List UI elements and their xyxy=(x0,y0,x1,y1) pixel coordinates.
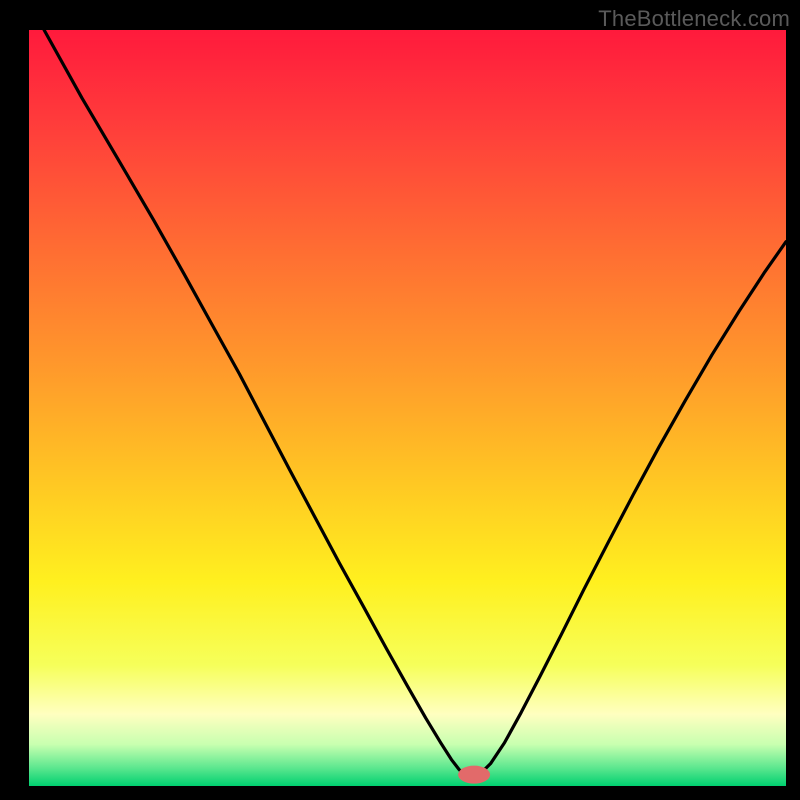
watermark-text: TheBottleneck.com xyxy=(598,6,790,32)
valley-marker xyxy=(458,766,490,784)
plot-background xyxy=(29,30,786,786)
chart-container: TheBottleneck.com xyxy=(0,0,800,800)
chart-svg xyxy=(0,0,800,800)
